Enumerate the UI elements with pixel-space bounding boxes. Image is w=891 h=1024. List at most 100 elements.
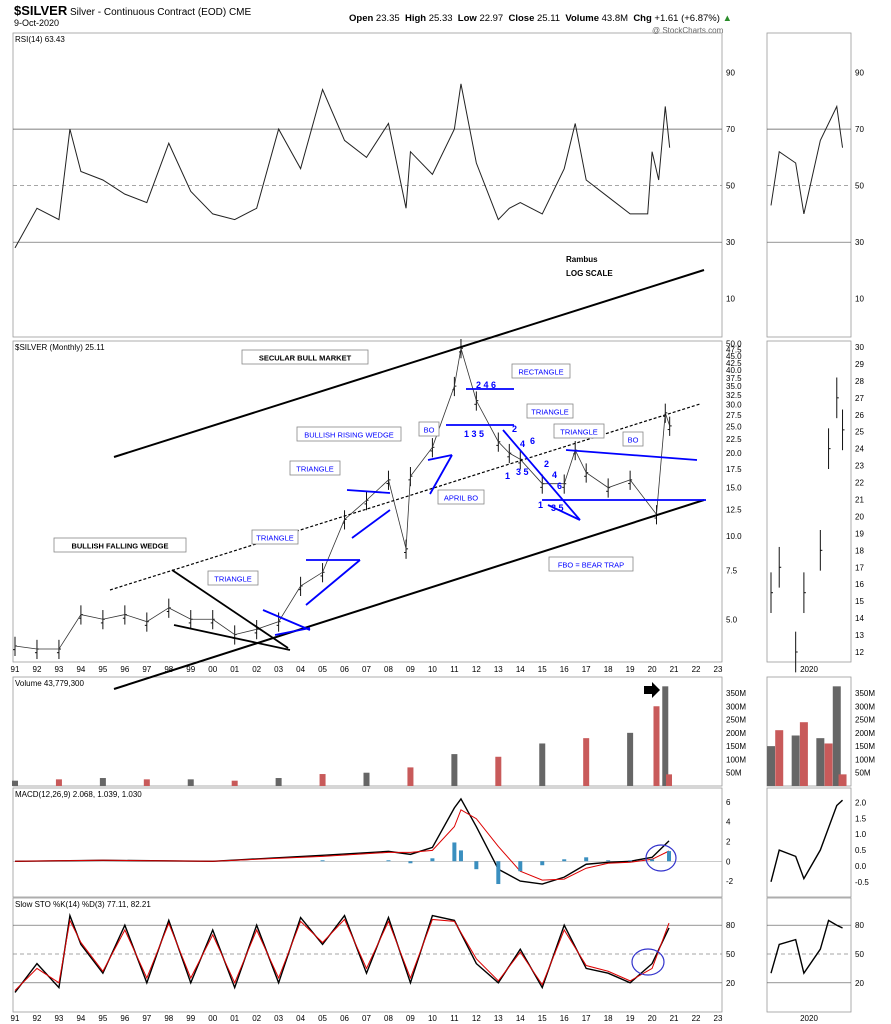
price-ytick-label: 50.0 [726,339,742,348]
rsi-ytick-label: 50 [726,182,735,191]
price-2020-ytick-label: 28 [855,377,864,386]
blue-pattern-line [274,627,311,636]
sto-2020-ytick-label: 50 [855,950,864,959]
price-ytick-label: 40.0 [726,366,742,375]
macd-histogram-bar [650,859,655,862]
price-2020-ytick-label: 23 [855,462,864,471]
price-ytick-label: 30.0 [726,401,742,410]
price-2020-ytick-label: 24 [855,445,864,454]
macd-2020-ytick-label: 1.5 [855,814,867,823]
triangle-5-label-box [553,423,605,439]
price-2020-ytick-label: 14 [855,614,864,623]
macd-histogram-bar [430,858,435,862]
price-xtick-label: 08 [384,665,393,674]
price-ytick-label: 15.0 [726,484,742,493]
rsi-2020-series-line [770,104,844,215]
price-2020-ytick-label: 27 [855,394,864,403]
symbol-label: $SILVER [14,3,68,18]
price-xtick-label: 07 [362,665,371,674]
macd-histogram-bar [540,861,545,866]
sto-xtick-label: 95 [98,1014,107,1023]
price-ytick-label: 35.0 [726,382,742,391]
sto-xtick-label: 00 [208,1014,217,1023]
price-xtick-label: 01 [230,665,239,674]
price-ytick-label: 5.0 [726,615,738,624]
macd-2020-ytick-label: 0.0 [855,862,867,871]
sto-xtick-label: 98 [164,1014,173,1023]
volume-2020-bar [816,738,825,786]
triangle-1-label-box [207,570,259,586]
sto-xtick-label: 04 [296,1014,305,1023]
triangle-2-label: TRIANGLE [256,534,294,543]
price-xtick-label: 04 [296,665,305,674]
sto-xtick-label: 14 [516,1014,525,1023]
volume-bar [12,780,18,786]
price-ytick-label: 17.5 [726,465,742,474]
volume-bar [275,778,282,786]
close-value: 25.11 [537,13,561,24]
price-xtick-label: 11 [450,665,459,674]
rsi-ytick-label: 90 [726,69,735,78]
bo-1-label: BO [424,426,435,435]
volume-ytick-label: 200M [726,729,746,738]
rsi-ytick-label: 30 [726,238,735,247]
volume-2020-bar [791,735,800,786]
blue-pattern-line [351,509,391,539]
price-xtick-label: 93 [54,665,63,674]
price-series-line [14,348,671,650]
rsi-ytick-label: 10 [726,295,735,304]
price-2020-ytick-label: 15 [855,597,864,606]
sto-xtick-label: 93 [54,1014,63,1023]
sto-d-line [14,918,670,991]
price-2020-ytick-label: 17 [855,563,864,572]
falling-wedge-lower-line [173,624,291,651]
volume-value: 43.8M [601,13,629,24]
price-xtick-label: 12 [472,665,481,674]
price-xtick-label: 16 [560,665,569,674]
sto-xtick-label: 96 [120,1014,129,1023]
price-xtick-label: 95 [98,665,107,674]
macd-histogram-bar [452,842,457,862]
volume-ytick-label: 150M [726,742,746,751]
bo-2-label: BO [628,436,639,445]
volume-bar [539,743,546,786]
secular-bull-label-box [241,349,369,365]
wave-6-label: 6 [530,436,535,446]
high-label: High [404,13,427,24]
sto-2020-k-line [770,919,843,975]
volume-bar [627,732,634,786]
sto-xtick-label: 94 [76,1014,85,1023]
triangle-4-label-box [526,403,574,419]
april-bo-label: APRIL BO [444,494,478,503]
volume-bar [662,686,669,786]
chart-header-row1: $SILVER Silver - Continuous Contract (EO… [14,3,251,18]
wave-2-label: 2 [512,424,517,434]
rectangle-label: RECTANGLE [518,368,563,377]
wave-4-label: 4 [520,439,525,449]
volume-2020-ytick-label: 300M [855,702,875,711]
volume-2020-bar [824,743,833,786]
macd-signal-line [14,809,670,881]
volume-2020-bar [767,746,775,786]
price-2020-ytick-label: 19 [855,529,864,538]
volume-bar [99,778,106,786]
macd-histogram-bar [408,861,413,864]
macd-histogram-bar [584,857,589,862]
price-panel-frame [12,340,723,663]
volume-2020-ytick-label: 100M [855,755,875,764]
sto-ytick-label: 50 [726,950,735,959]
secular-upper-trendline [113,269,705,458]
macd-2020-line [770,799,844,882]
volume-label: Volume [565,13,599,24]
price-ytick-label: 47.5 [726,346,742,355]
price-2020-ytick-label: 18 [855,546,864,555]
chg-label: Chg [633,13,652,24]
price-ytick-label: 25.0 [726,422,742,431]
macd-histogram-bar [320,860,325,862]
volume-bar [231,780,238,786]
price-ytick-label: 7.5 [726,567,738,576]
sto-title: Slow STO %K(14) %D(3) 77.11, 82.21 [15,900,151,909]
triangle-1-label: TRIANGLE [214,575,252,584]
sto-xtick-label: 91 [11,1014,20,1023]
triangle-4-label: TRIANGLE [531,408,569,417]
